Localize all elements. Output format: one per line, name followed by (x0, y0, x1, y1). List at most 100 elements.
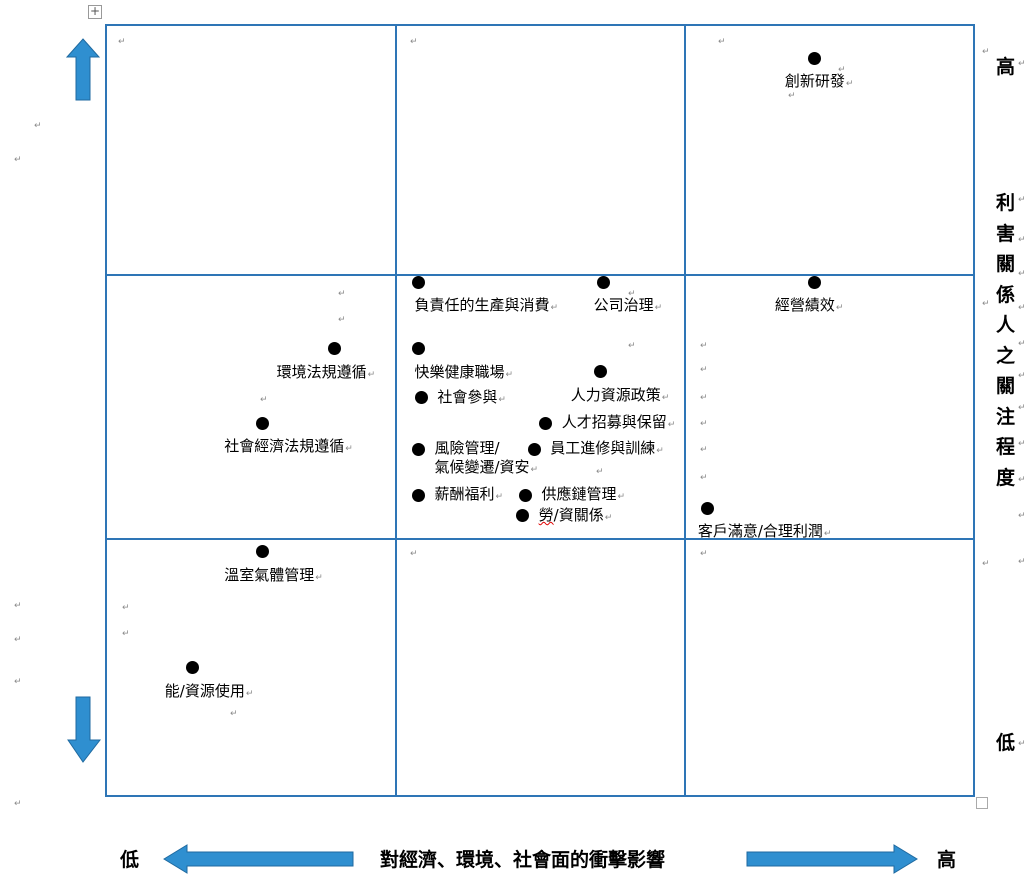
data-point-label: 社會參與↵ (437, 387, 506, 406)
paragraph-mark: ↵ (230, 709, 238, 719)
y-axis-title-char: 關 (996, 253, 1016, 275)
paragraph-mark: ↵ (700, 473, 708, 483)
data-point-label: 負責任的生產與消費↵ (414, 296, 559, 314)
paragraph-mark: ↵ (14, 799, 22, 809)
data-point (411, 442, 425, 456)
grid-line-col-2 (684, 24, 686, 797)
y-axis-title-char: 之 (996, 344, 1016, 367)
x-axis-low-label: 低 (120, 849, 140, 871)
paragraph-mark: ↵ (628, 341, 636, 351)
y-axis-low-label: 低 (996, 732, 1016, 754)
paragraph-mark: ↵ (1018, 269, 1026, 279)
paragraph-mark: ↵ (260, 395, 268, 405)
data-point-label: 人才招募與保留↵ (561, 413, 676, 432)
data-point-label: 能/資源使用↵ (164, 681, 254, 700)
grid-line-left (105, 24, 107, 797)
data-point (414, 391, 428, 405)
y-axis-title-char: 係 (996, 283, 1016, 306)
right-arrow-shape (746, 844, 918, 874)
paragraph-mark: ↵ (338, 289, 346, 299)
grid-line-bottom (106, 795, 975, 797)
data-point (701, 501, 715, 515)
paragraph-mark: ↵ (628, 289, 636, 299)
y-axis-up-arrow (66, 38, 100, 101)
paragraph-mark: ↵ (122, 629, 130, 639)
data-point-label: 勞/資關係↵ (538, 505, 613, 524)
data-point-label: 環境法規遵循↵ (276, 362, 376, 381)
paragraph-mark: ↵ (14, 601, 22, 611)
paragraph-mark: ↵ (982, 559, 990, 569)
data-point (186, 661, 200, 674)
paragraph-mark: ↵ (14, 635, 22, 645)
paragraph-mark: ↵ (700, 445, 708, 455)
table-move-handle[interactable]: + (88, 4, 102, 19)
x-axis-left-arrow (163, 844, 354, 874)
paragraph-mark: ↵ (118, 37, 126, 47)
data-point (808, 51, 822, 65)
x-axis-high-label: 高 (937, 849, 957, 871)
paragraph-mark: ↵ (718, 37, 726, 47)
paragraph-mark: ↵ (1018, 235, 1026, 245)
y-axis-title-char: 人 (996, 314, 1016, 336)
data-point-label: 風險管理/氣候變遷/資安↵ (434, 439, 539, 476)
left-arrow-shape (163, 844, 354, 874)
x-axis-right-arrow (746, 844, 918, 874)
data-point-label: 員工進修與訓練↵ (550, 439, 664, 458)
paragraph-mark: ↵ (14, 155, 22, 165)
data-point (594, 365, 608, 379)
paragraph-mark: ↵ (838, 65, 846, 75)
paragraph-mark: ↵ (1018, 511, 1026, 521)
y-axis-down-arrow (67, 696, 102, 763)
data-point (808, 275, 822, 289)
up-arrow-shape (66, 38, 100, 101)
data-point-label: 經營績效↵ (774, 296, 844, 314)
paragraph-mark: ↵ (596, 467, 604, 477)
y-axis-title-char: 程 (996, 436, 1016, 458)
y-axis-title-char: 關 (996, 375, 1016, 397)
data-point (328, 342, 342, 356)
y-axis-high-label: 高 (996, 56, 1016, 78)
data-point-label: 公司治理↵ (593, 296, 663, 314)
paragraph-mark: ↵ (700, 549, 708, 559)
paragraph-mark: ↵ (700, 341, 708, 351)
paragraph-mark: ↵ (122, 603, 130, 613)
table-resize-handle[interactable] (976, 797, 988, 809)
grid-line-row-2 (106, 538, 975, 540)
paragraph-mark: ↵ (1018, 475, 1026, 485)
paragraph-mark: ↵ (410, 549, 418, 559)
data-point (411, 275, 425, 289)
data-point (411, 488, 425, 502)
data-point-label: 社會經濟法規遵循↵ (224, 437, 353, 456)
down-arrow-shape (67, 696, 102, 763)
data-point-label: 人力資源政策↵ (570, 385, 670, 404)
paragraph-mark: ↵ (700, 365, 708, 375)
grid-line-top (106, 24, 975, 26)
data-point (255, 545, 269, 559)
x-axis-title: 對經濟、環境、社會面的衝擊影響 (380, 849, 666, 871)
paragraph-mark: ↵ (982, 299, 990, 309)
paragraph-mark: ↵ (982, 47, 990, 57)
grid-line-col-1 (395, 24, 397, 797)
paragraph-mark: ↵ (34, 121, 42, 131)
paragraph-mark: ↵ (1018, 59, 1026, 69)
paragraph-mark: ↵ (1018, 303, 1026, 313)
y-axis-title-char: 注 (996, 405, 1016, 428)
paragraph-mark: ↵ (788, 91, 796, 101)
paragraph-mark: ↵ (700, 419, 708, 429)
data-point (597, 275, 611, 289)
data-point-label: 供應鏈管理↵ (541, 485, 626, 504)
data-point (255, 416, 269, 430)
data-point (516, 509, 530, 523)
paragraph-mark: ↵ (338, 315, 346, 325)
y-axis-title-char: 度 (996, 466, 1016, 489)
data-point-label: 溫室氣體管理↵ (224, 565, 323, 584)
data-point (539, 416, 553, 430)
data-point (527, 442, 541, 456)
grid-line-row-1 (106, 274, 975, 276)
paragraph-mark: ↵ (1018, 371, 1026, 381)
grid-line-right (973, 24, 975, 797)
paragraph-mark: ↵ (14, 677, 22, 687)
paragraph-mark: ↵ (1018, 439, 1026, 449)
data-point-label: 快樂健康職場↵ (414, 362, 514, 381)
data-point-label: 薪酬福利↵ (434, 485, 504, 504)
